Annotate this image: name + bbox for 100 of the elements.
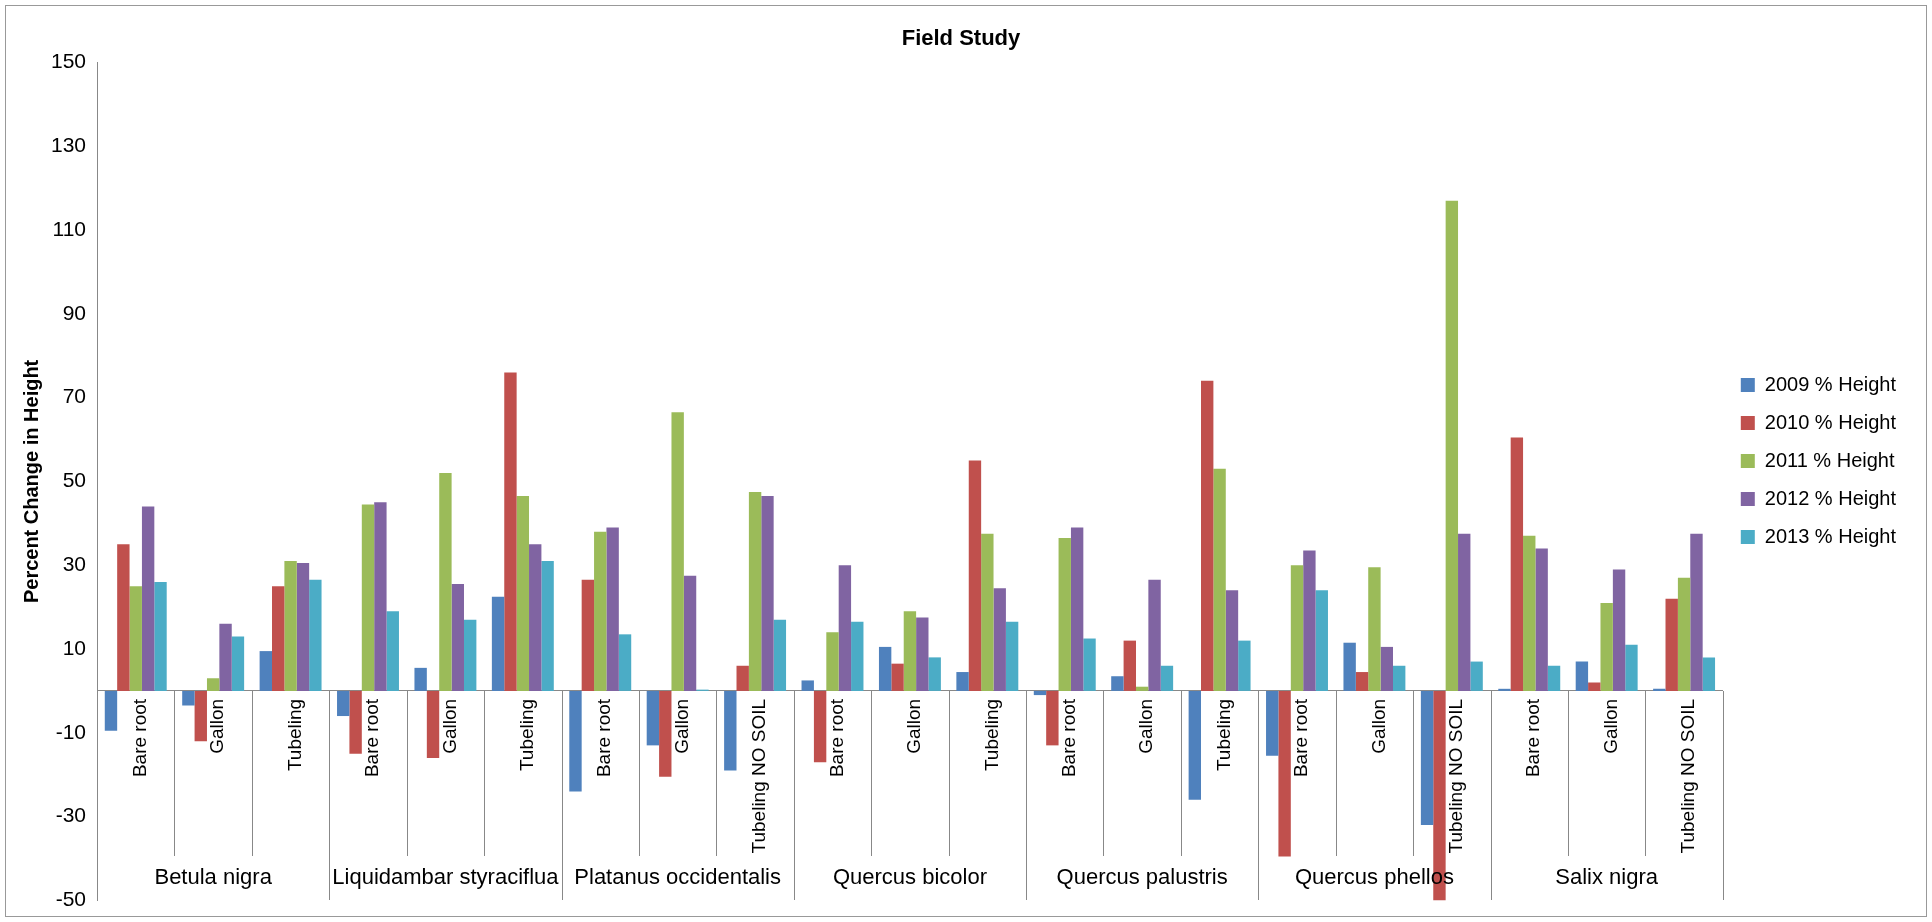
bar — [141, 506, 155, 691]
x-tick-label: Gallon — [206, 698, 228, 754]
bar — [594, 531, 607, 691]
bar — [219, 623, 232, 691]
bar — [891, 663, 904, 691]
bar — [1046, 690, 1059, 746]
y-tick-label: 50 — [62, 468, 87, 492]
bar — [748, 491, 762, 691]
bar — [916, 617, 929, 691]
y-axis-title: Percent Change in Height — [19, 359, 42, 604]
legend-label: 2012 % Height — [1764, 486, 1897, 509]
x-tick-label: Bare root — [593, 698, 615, 778]
bar — [374, 502, 387, 691]
legend-label: 2009 % Height — [1764, 372, 1897, 395]
x-tick-label: Gallon — [1367, 698, 1389, 754]
x-tick-label: Bare root — [1522, 698, 1544, 778]
bar — [1625, 644, 1638, 691]
bar — [1600, 602, 1613, 691]
bar — [309, 579, 322, 691]
bar — [1612, 569, 1626, 691]
x-tick-label: Gallon — [1599, 698, 1621, 754]
bar — [529, 544, 542, 691]
annotation: Salix nigra — [1555, 864, 1659, 890]
bar — [129, 586, 142, 691]
bar — [1148, 579, 1161, 691]
bar — [773, 619, 787, 691]
bar — [386, 611, 399, 691]
bar — [1278, 690, 1291, 857]
y-tick-label: -10 — [55, 719, 87, 743]
x-tick-label: Bare root — [1057, 698, 1079, 778]
bar — [1111, 676, 1124, 691]
bar — [541, 561, 554, 691]
annotation: Liquidambar styraciflua — [332, 864, 560, 890]
bar — [928, 657, 941, 691]
bar — [1690, 533, 1703, 691]
x-tick-label: Gallon — [1135, 698, 1157, 754]
bar — [1033, 690, 1047, 696]
bar — [1368, 567, 1381, 691]
bar — [1188, 690, 1202, 800]
bar — [259, 651, 272, 691]
bar — [1070, 527, 1084, 691]
legend-label: 2010 % Height — [1764, 410, 1897, 433]
bar — [337, 690, 350, 717]
y-tick-label: 110 — [52, 216, 87, 240]
bar — [903, 611, 917, 691]
bar — [154, 581, 167, 691]
bar — [646, 690, 660, 746]
bar — [1420, 690, 1434, 825]
annotation: Quercus bicolor — [832, 864, 987, 890]
bar — [1225, 590, 1239, 691]
bar — [736, 665, 749, 691]
bar — [1201, 380, 1214, 691]
bar — [439, 473, 452, 691]
x-tick-label: Tubeling — [1212, 698, 1234, 772]
y-tick-label: 150 — [50, 49, 87, 73]
bar — [659, 690, 672, 777]
bar — [296, 563, 310, 691]
bar — [1677, 577, 1691, 691]
bar — [761, 496, 774, 691]
bar — [813, 690, 827, 763]
x-tick-label: Bare root — [361, 698, 383, 778]
x-tick-label: Bare root — [128, 698, 150, 778]
x-tick-label: Tubeling NO SOIL — [748, 698, 770, 854]
annotation: Quercus palustris — [1056, 864, 1228, 890]
bar — [1238, 640, 1251, 691]
annotation: Betula nigra — [154, 864, 273, 890]
y-tick-label: 70 — [62, 384, 87, 408]
bar — [426, 690, 440, 758]
bar — [606, 527, 619, 691]
bar — [464, 619, 477, 691]
y-tick-label: 30 — [62, 552, 87, 575]
bar — [272, 586, 285, 691]
bar — [1005, 621, 1019, 691]
y-tick-label: -30 — [55, 803, 87, 827]
x-tick-label: Tubeling NO SOIL — [1445, 698, 1467, 854]
bar — [1343, 642, 1356, 691]
x-tick-label: Bare root — [825, 698, 847, 778]
bar — [1160, 665, 1174, 691]
bar — [838, 565, 852, 691]
bar — [801, 680, 814, 691]
bar — [1510, 437, 1524, 691]
bar — [1588, 682, 1601, 691]
x-tick-label: Gallon — [438, 698, 460, 754]
annotation: Platanus occidentalis — [574, 864, 782, 890]
bar — [956, 672, 969, 691]
bar — [516, 496, 530, 691]
bar — [182, 690, 195, 706]
bar — [1547, 665, 1561, 691]
bar — [683, 575, 697, 691]
bar — [1380, 646, 1393, 691]
bar — [194, 690, 207, 742]
y-tick-label: -50 — [55, 887, 87, 911]
bar — [993, 588, 1006, 691]
x-tick-label: Tubeling — [516, 698, 538, 772]
y-tick-label: 90 — [62, 300, 87, 324]
bar — [1058, 537, 1071, 691]
bar — [206, 678, 220, 691]
y-tick-label: 130 — [50, 133, 87, 156]
bar — [1535, 548, 1548, 691]
bar — [504, 372, 517, 691]
